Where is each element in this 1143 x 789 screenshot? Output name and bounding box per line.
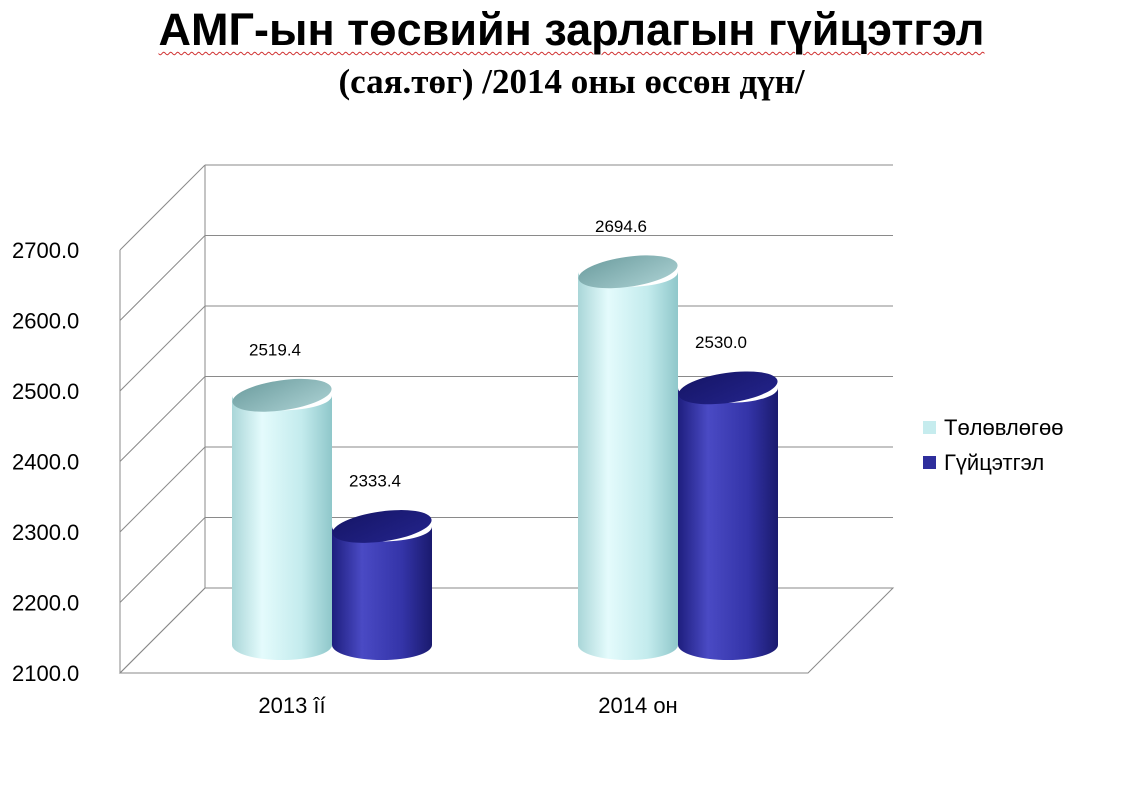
gridline-diagonal [119,235,206,321]
y-tick-label: 2500.0 [12,379,79,404]
legend-swatch-actual [923,456,936,469]
legend: Төлөвлөгөө Гүйцэтгэл [923,410,1064,480]
bar-actual-1 [678,387,778,660]
chart-title: АМГ-ын төсвийн зарлагын гүйцэтгэл [158,4,985,55]
y-tick-label: 2300.0 [12,520,79,545]
bar-plan-1 [578,271,678,660]
bar-top-plan-1 [578,255,678,289]
data-label-plan-1: 2694.6 [595,217,647,236]
category-label-1: 2014 он [598,693,677,718]
bar-plan-0 [232,395,332,660]
y-tick-label: 2700.0 [12,238,79,263]
legend-label-actual: Гүйцэтгэл [944,449,1045,475]
y-tick-label: 2600.0 [12,309,79,334]
y-tick-label: 2200.0 [12,591,79,616]
data-label-actual-1: 2530.0 [695,333,747,352]
legend-swatch-plan [923,421,936,434]
gridline-diagonal [119,446,206,533]
category-label-0: 2013 îí [258,693,325,718]
data-label-plan-0: 2519.4 [249,340,301,359]
data-label-actual-0: 2333.4 [349,471,401,490]
bar-top-actual-0 [332,510,432,543]
legend-item-actual: Гүйцэтгэл [923,445,1064,480]
y-tick-label: 2100.0 [12,661,79,686]
legend-item-plan: Төлөвлөгөө [923,410,1064,445]
y-tick-label: 2400.0 [12,450,79,475]
legend-label-plan: Төлөвлөгөө [944,414,1064,440]
gridline-diagonal [119,376,206,462]
bar-actual-0 [332,526,432,660]
gridline-diagonal [119,305,206,392]
bar-top-actual-1 [678,371,778,405]
bar-top-plan-0 [232,378,332,412]
chart-floor [118,587,895,674]
gridline-diagonal [119,164,206,251]
chart-subtitle: (сая.төг) /2014 оны өссөн дүн/ [338,62,805,101]
gridline-diagonal [119,517,206,603]
